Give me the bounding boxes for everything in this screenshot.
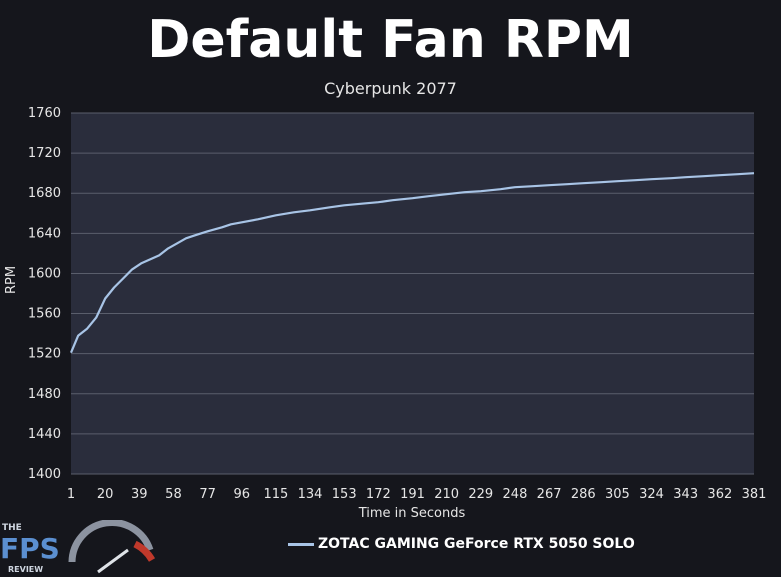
legend-swatch bbox=[288, 542, 314, 546]
x-tick-label: 286 bbox=[571, 487, 596, 502]
y-tick-label: 1480 bbox=[28, 387, 61, 402]
x-tick-label: 77 bbox=[199, 487, 216, 502]
x-tick-label: 305 bbox=[605, 487, 630, 502]
logo-gauge-redline bbox=[133, 540, 156, 562]
x-tick-label: 1 bbox=[67, 487, 75, 502]
x-tick-label: 96 bbox=[233, 487, 250, 502]
x-tick-label: 248 bbox=[503, 487, 528, 502]
y-tick-label: 1520 bbox=[28, 347, 61, 362]
legend: ZOTAC GAMING GeForce RTX 5050 SOLO bbox=[288, 536, 635, 552]
x-tick-label: 210 bbox=[434, 487, 459, 502]
plot-area bbox=[71, 113, 754, 474]
chart-subtitle: Cyberpunk 2077 bbox=[324, 79, 457, 98]
x-tick-label: 115 bbox=[263, 487, 288, 502]
x-tick-label: 381 bbox=[742, 487, 767, 502]
x-axis-label: Time in Seconds bbox=[358, 506, 466, 521]
y-tick-label: 1640 bbox=[28, 226, 61, 241]
x-tick-label: 172 bbox=[366, 487, 391, 502]
series-group bbox=[69, 172, 755, 354]
logo-text-main: FPS bbox=[0, 532, 60, 565]
x-tick-label: 362 bbox=[707, 487, 732, 502]
series-line bbox=[69, 172, 755, 354]
logo-text-small: THE bbox=[2, 523, 22, 533]
x-tick-label: 134 bbox=[298, 487, 323, 502]
y-tick-label: 1440 bbox=[28, 427, 61, 442]
logo-gauge-needle bbox=[97, 548, 129, 574]
gridlines bbox=[71, 112, 754, 475]
y-tick-label: 1600 bbox=[28, 266, 61, 281]
y-tick-label: 1760 bbox=[28, 106, 61, 121]
y-tick-labels: 1400 1440 1480 1520 1560 1600 1640 1680 1720 1760 bbox=[28, 106, 61, 482]
logo-text-sub: REVIEW bbox=[8, 565, 43, 574]
y-tick-label: 1720 bbox=[28, 146, 61, 161]
x-tick-label: 153 bbox=[332, 487, 357, 502]
chart-title: Default Fan RPM bbox=[147, 10, 634, 70]
x-tick-label: 267 bbox=[537, 487, 562, 502]
x-tick-label: 39 bbox=[131, 487, 148, 502]
logo-gauge-arc bbox=[68, 520, 154, 563]
x-tick-label: 343 bbox=[673, 487, 698, 502]
y-tick-label: 1400 bbox=[28, 467, 61, 482]
fps-review-logo: THE FPS REVIEW bbox=[0, 520, 156, 574]
x-tick-label: 58 bbox=[165, 487, 182, 502]
x-tick-label: 324 bbox=[639, 487, 664, 502]
y-tick-label: 1560 bbox=[28, 307, 61, 322]
x-tick-label: 229 bbox=[468, 487, 493, 502]
x-tick-label: 191 bbox=[400, 487, 425, 502]
legend-label: ZOTAC GAMING GeForce RTX 5050 SOLO bbox=[318, 536, 635, 552]
x-tick-label: 20 bbox=[97, 487, 114, 502]
y-axis-label: RPM bbox=[4, 265, 19, 294]
x-tick-labels: 1 20 39 58 77 96 115 134 153 172 191 210 229 248 267 28… bbox=[67, 487, 767, 502]
y-tick-label: 1680 bbox=[28, 186, 61, 201]
